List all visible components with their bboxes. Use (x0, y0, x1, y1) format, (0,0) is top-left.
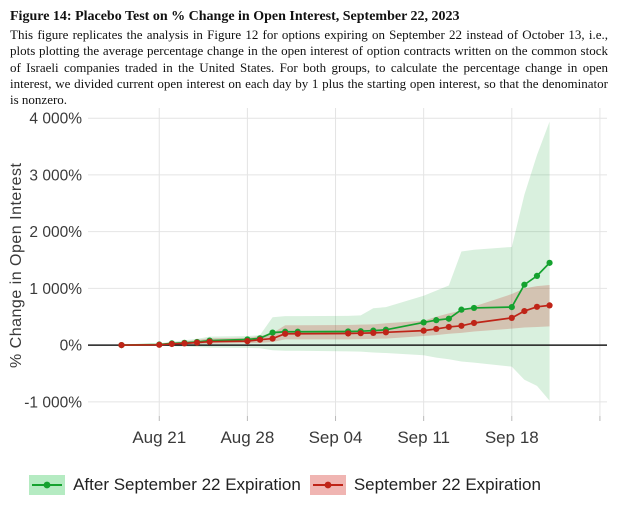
data-point (244, 338, 251, 345)
line-chart-svg: Aug 21 Aug 28 Sep 04 Sep 11 Sep 18 4 000% 3 00… (24, 108, 607, 447)
data-point (458, 306, 465, 313)
figure-title: Figure 14: Placebo Test on % Change in O… (10, 9, 460, 24)
data-point (269, 329, 276, 336)
data-point (282, 330, 289, 337)
data-point (521, 307, 528, 315)
legend-item-expiration: September 22 Expiration (309, 474, 541, 496)
data-point (508, 303, 515, 311)
data-point (370, 329, 377, 337)
data-point (445, 323, 452, 331)
chart-legend: After September 22 Expiration September … (0, 468, 594, 502)
data-point (445, 315, 452, 322)
data-point (206, 338, 213, 345)
legend-label-after-expiration: After September 22 Expiration (73, 475, 301, 494)
x-tick-label: Aug 28 (220, 428, 274, 447)
data-point (193, 339, 201, 346)
data-point (521, 281, 528, 288)
data-point (433, 317, 440, 324)
x-tick-label: Sep 04 (309, 428, 363, 447)
data-point (269, 335, 276, 342)
y-tick-label: 0% (60, 338, 83, 355)
legend-item-after-expiration: After September 22 Expiration (29, 474, 301, 496)
data-point (508, 314, 515, 321)
y-tick-label: 1 000% (29, 281, 82, 298)
legend-swatch-red (309, 474, 346, 496)
data-point (420, 327, 427, 334)
data-point (533, 272, 541, 279)
y-tick-label: 4 000% (29, 111, 82, 128)
data-point (382, 329, 389, 336)
x-tick-label: Aug 21 (132, 428, 186, 447)
chart-area: % Change in Open Interest Aug 21 Aug 28 Se… (0, 100, 618, 460)
x-tick-label: Sep 11 (397, 428, 450, 447)
data-point (420, 319, 427, 326)
data-point (546, 259, 553, 266)
y-tick-label: -1 000% (24, 394, 82, 411)
data-point (433, 325, 440, 333)
data-point (458, 322, 465, 329)
x-tick-label: Sep 18 (485, 428, 539, 447)
y-tick-label: 2 000% (29, 224, 82, 241)
red-confidence-band (121, 284, 550, 346)
data-point (118, 341, 125, 349)
data-point (156, 341, 163, 348)
data-point (533, 303, 541, 310)
y-axis-title: % Change in Open Interest (8, 162, 25, 368)
legend-swatch-green (29, 474, 66, 496)
figure-caption: This figure replicates the analysis in F… (10, 27, 608, 108)
data-point (357, 330, 364, 337)
legend-label-expiration: September 22 Expiration (353, 475, 541, 494)
y-tick-label: 3 000% (29, 167, 82, 184)
data-point (181, 340, 188, 347)
data-point (294, 330, 301, 337)
data-point (168, 340, 175, 348)
data-point (546, 302, 553, 309)
data-point (256, 336, 264, 343)
data-point (470, 304, 478, 312)
data-point (345, 330, 352, 337)
data-point (470, 319, 478, 327)
green-confidence-band (121, 121, 550, 401)
